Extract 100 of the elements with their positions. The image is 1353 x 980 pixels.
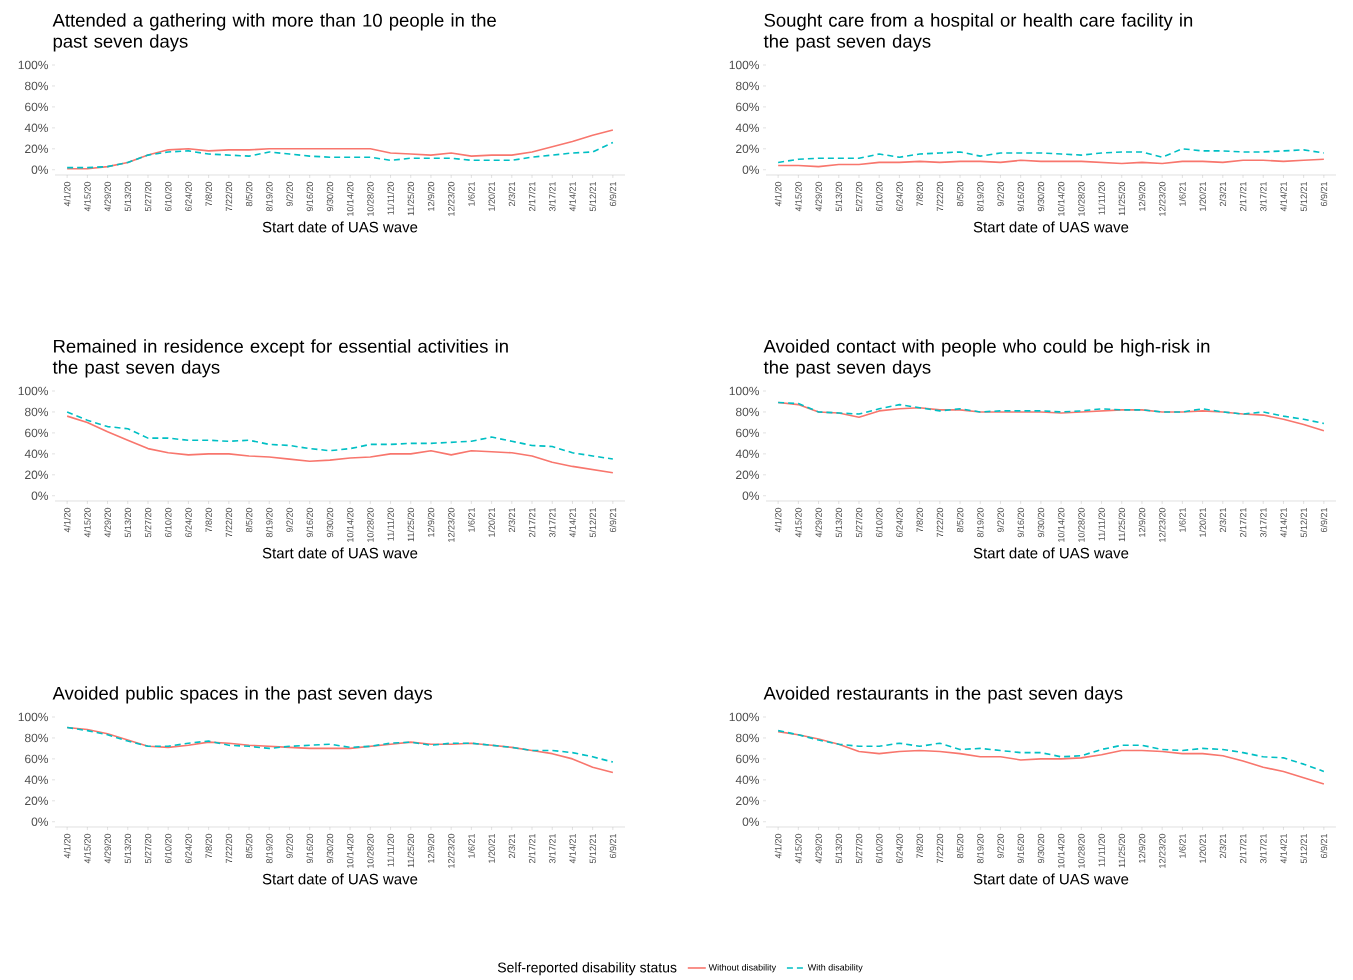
x-tick-label: 6/24/20 — [185, 507, 192, 538]
x-tick-label: 5/27/20 — [144, 507, 152, 538]
x-tick-label: 5/13/20 — [124, 507, 132, 538]
x-tick-label: 1/6/21 — [1179, 181, 1186, 206]
x-tick-label: 8/19/20 — [265, 833, 273, 864]
x-tick-label: 12/23/20 — [1158, 181, 1166, 216]
chart-title: Avoided restaurants in the past seven days — [763, 686, 1123, 704]
x-tick-label: 1/6/21 — [468, 181, 475, 206]
y-tick-label: 40% — [735, 449, 760, 459]
x-tick-label: 11/25/20 — [1118, 833, 1126, 868]
y-tick-label: 80% — [735, 81, 760, 91]
y-tick-label: 60% — [25, 428, 49, 438]
x-axis-title: Start date of UAS wave — [262, 221, 418, 233]
x-tick-label: 5/13/20 — [124, 833, 132, 864]
x-tick-label: 5/13/20 — [835, 181, 843, 212]
x-tick-label: 7/8/20 — [205, 833, 212, 859]
x-tick-label: 9/16/20 — [306, 833, 313, 864]
x-tick-label: 7/22/20 — [225, 833, 233, 864]
x-tick-label: 2/17/21 — [528, 507, 536, 538]
x-tick-label: 5/13/20 — [835, 507, 843, 538]
x-tick-label: 9/16/20 — [306, 181, 313, 212]
x-tick-label: 5/13/20 — [835, 833, 843, 864]
x-tick-label: 4/14/21 — [1280, 181, 1287, 212]
x-tick-label: 6/9/21 — [1320, 833, 1328, 859]
x-tick-label: 7/8/20 — [916, 833, 923, 859]
x-tick-label: 1/6/21 — [1179, 833, 1186, 858]
y-tick-label: 60% — [736, 428, 760, 438]
y-tick-label: 0% — [31, 817, 49, 826]
y-tick-label: 80% — [24, 81, 49, 91]
x-tick-label: 4/14/21 — [569, 833, 576, 864]
x-tick-label: 1/20/21 — [1199, 507, 1206, 537]
x-tick-label: 8/5/20 — [245, 181, 253, 207]
y-tick-label: 0% — [742, 165, 760, 174]
x-tick-label: 1/6/21 — [468, 833, 475, 858]
x-tick-label: 7/22/20 — [225, 507, 233, 538]
x-tick-label: 4/29/20 — [104, 181, 111, 212]
x-tick-label: 8/5/20 — [956, 833, 964, 859]
x-tick-label: 3/17/21 — [548, 507, 556, 538]
x-tick-label: 5/12/21 — [589, 181, 596, 212]
x-tick-label: 8/5/20 — [245, 507, 253, 533]
x-tick-label: 9/30/20 — [1037, 507, 1045, 538]
x-tick-label: 4/15/20 — [84, 507, 91, 538]
y-tick-label: 40% — [735, 775, 760, 785]
x-tick-label: 5/27/20 — [855, 181, 863, 212]
x-tick-label: 4/1/20 — [63, 833, 71, 859]
x-tick-label: 11/25/20 — [407, 507, 415, 542]
y-tick-label: 40% — [24, 123, 49, 133]
x-tick-label: 4/29/20 — [815, 181, 822, 212]
x-tick-label: 6/10/20 — [875, 507, 883, 538]
x-tick-label: 2/3/21 — [508, 507, 516, 533]
x-tick-label: 12/9/20 — [427, 833, 435, 863]
x-tick-label: 11/11/20 — [1098, 833, 1105, 867]
x-tick-label: 6/24/20 — [896, 833, 903, 864]
line-series — [66, 726, 614, 763]
x-tick-label: 4/29/20 — [815, 507, 822, 538]
x-tick-label: 9/30/20 — [326, 507, 334, 538]
x-tick-label: 7/22/20 — [936, 833, 944, 864]
x-tick-label: 1/6/21 — [468, 507, 475, 532]
y-tick-label: 40% — [24, 449, 49, 459]
x-tick-label: 4/15/20 — [795, 833, 802, 864]
x-tick-label: 4/1/20 — [774, 507, 782, 533]
x-tick-label: 11/25/20 — [407, 833, 415, 868]
y-tick-label: 0% — [31, 491, 49, 500]
x-tick-label: 7/22/20 — [936, 507, 944, 538]
line-series — [777, 730, 1325, 785]
legend-label: Without disability — [708, 963, 777, 973]
y-tick-label: 0% — [742, 817, 760, 826]
chart-title: Remained in residence except for essential activities in the past seven days — [52, 339, 508, 378]
x-tick-label: 7/8/20 — [916, 181, 923, 207]
x-tick-label: 10/14/20 — [346, 833, 354, 868]
y-tick-label: 0% — [31, 165, 49, 174]
x-tick-label: 4/29/20 — [815, 833, 822, 864]
x-tick-label: 4/15/20 — [84, 833, 91, 864]
x-tick-label: 8/19/20 — [976, 507, 984, 538]
y-tick-label: 100% — [729, 712, 760, 722]
x-tick-label: 6/9/21 — [1320, 507, 1328, 533]
x-tick-label: 6/9/21 — [609, 181, 617, 207]
y-tick-label: 20% — [736, 796, 760, 806]
x-tick-label: 6/24/20 — [896, 507, 903, 538]
y-tick-label: 0% — [742, 491, 760, 500]
x-tick-label: 7/8/20 — [205, 507, 212, 533]
x-tick-label: 10/14/20 — [346, 507, 354, 542]
x-tick-label: 4/29/20 — [104, 833, 111, 864]
y-tick-label: 80% — [24, 407, 49, 417]
x-tick-label: 9/16/20 — [1017, 507, 1024, 538]
x-tick-label: 10/28/20 — [1078, 833, 1085, 868]
x-tick-label: 4/14/21 — [569, 181, 576, 212]
x-tick-label: 1/20/21 — [488, 507, 495, 537]
x-tick-label: 8/5/20 — [956, 181, 964, 207]
x-tick-label: 7/22/20 — [936, 181, 944, 212]
y-tick-label: 20% — [736, 144, 760, 154]
x-tick-label: 3/17/21 — [1259, 833, 1267, 864]
x-tick-label: 6/10/20 — [164, 181, 172, 212]
x-tick-label: 9/30/20 — [326, 181, 334, 212]
y-tick-label: 80% — [735, 407, 760, 417]
x-tick-label: 1/20/21 — [488, 181, 495, 211]
x-tick-label: 6/9/21 — [609, 507, 617, 533]
x-tick-label: 1/20/21 — [1199, 833, 1206, 863]
x-tick-label: 5/12/21 — [1300, 181, 1307, 212]
x-tick-label: 2/17/21 — [1239, 181, 1247, 212]
